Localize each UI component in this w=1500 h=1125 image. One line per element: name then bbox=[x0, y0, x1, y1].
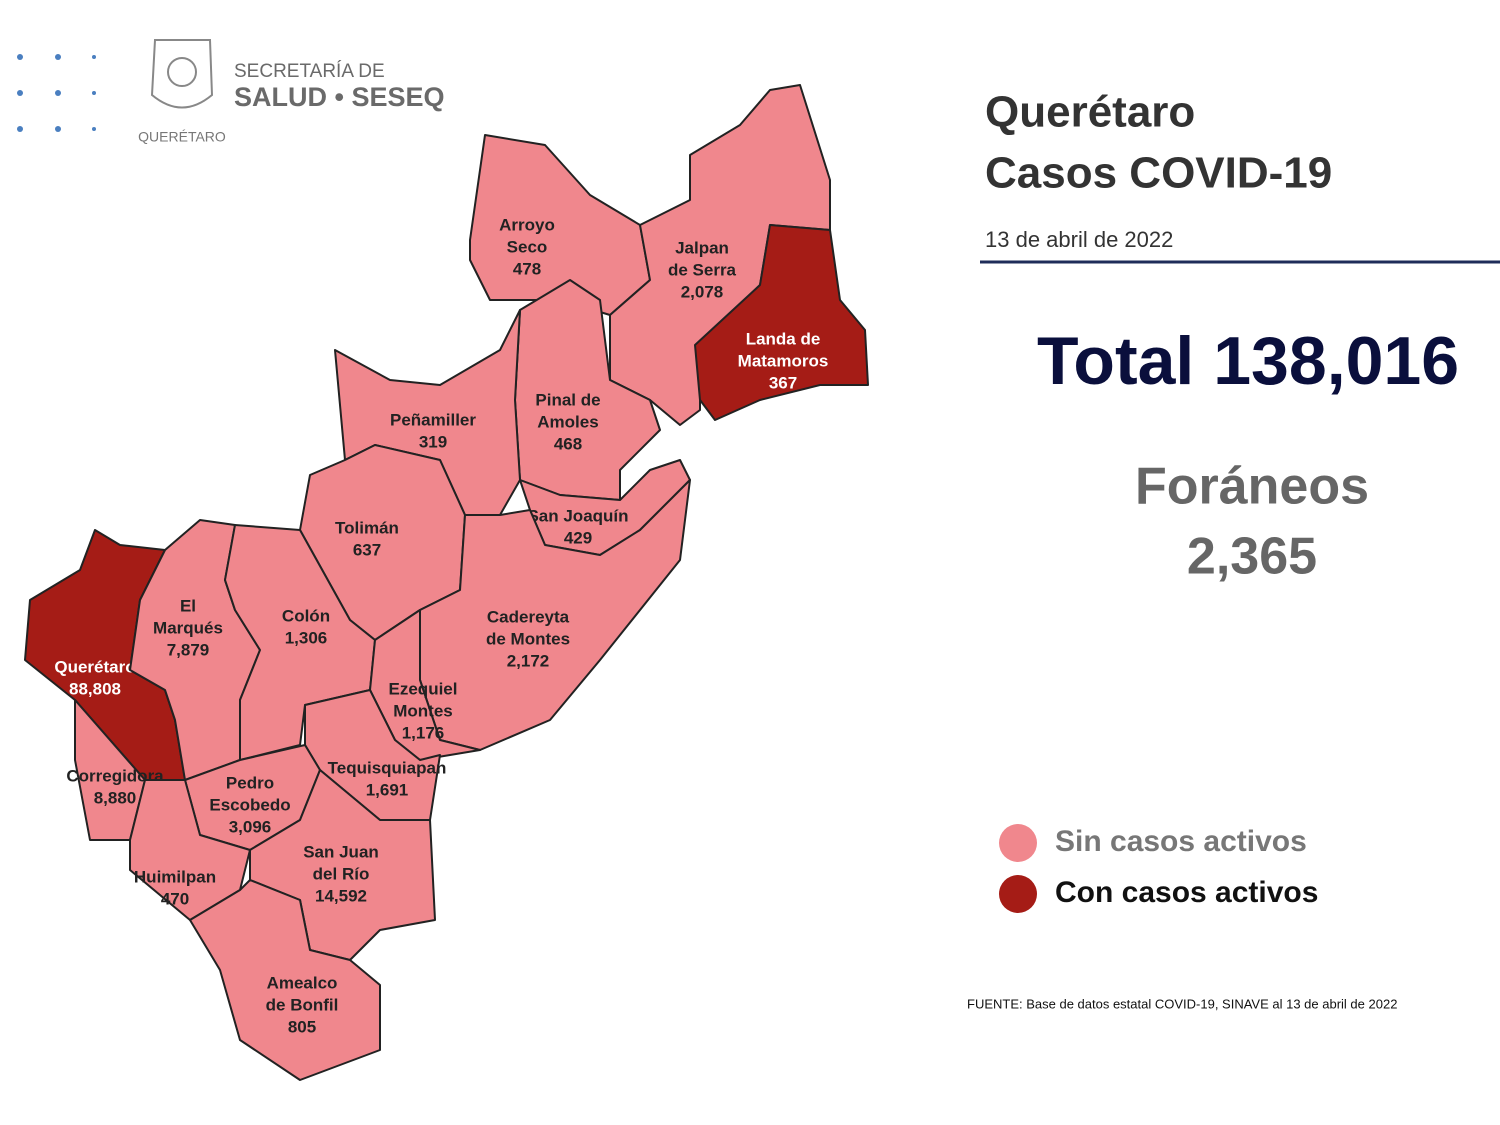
foraneos-label: Foráneos bbox=[1135, 458, 1369, 516]
municipality-name: Landa de bbox=[746, 329, 821, 348]
municipality-name: de Serra bbox=[668, 260, 737, 279]
municipality-cases: 8,880 bbox=[94, 788, 137, 807]
municipality-name: Peñamiller bbox=[390, 410, 476, 429]
municipality-name: Cadereyta bbox=[487, 607, 570, 626]
municipality-name: Huimilpan bbox=[134, 867, 216, 886]
municipality-name: Tequisquiapan bbox=[328, 758, 447, 777]
municipality: San Joaquín 429 bbox=[519, 459, 691, 556]
logo-line: SECRETARÍA DE bbox=[234, 61, 385, 82]
municipality-name: Montes bbox=[393, 701, 453, 720]
municipality-cases: 805 bbox=[288, 1017, 316, 1036]
municipality: Pedro Escobedo 3,096 bbox=[184, 744, 321, 851]
municipality-cases: 470 bbox=[161, 889, 189, 908]
municipality-area bbox=[189, 879, 381, 1081]
legend-swatch bbox=[999, 875, 1037, 913]
municipality-cases: 1,176 bbox=[402, 723, 445, 742]
municipality-area bbox=[224, 524, 376, 761]
municipality-cases: 2,172 bbox=[507, 651, 550, 670]
total-value: 138,016 bbox=[1213, 323, 1459, 399]
municipality-name: Pinal de bbox=[535, 390, 600, 409]
municipality-name: El bbox=[180, 596, 196, 615]
municipality-name: Amoles bbox=[537, 412, 598, 431]
municipality-name: Querétaro bbox=[54, 657, 135, 676]
municipality-cases: 429 bbox=[564, 528, 592, 547]
date: 13 de abril de 2022 bbox=[985, 227, 1173, 252]
municipality-name: Colón bbox=[282, 606, 330, 625]
legend-label: Con casos activos bbox=[1055, 876, 1318, 909]
municipality-cases: 2,078 bbox=[681, 282, 724, 301]
municipality-cases: 3,096 bbox=[229, 817, 272, 836]
municipality-cases: 14,592 bbox=[315, 886, 367, 905]
municipality-cases: 319 bbox=[419, 432, 447, 451]
logo-line: SALUD • SESEQ bbox=[234, 82, 445, 112]
municipality-name: Ezequiel bbox=[389, 679, 458, 698]
municipality-name: Jalpan bbox=[675, 238, 729, 257]
municipality-cases: 478 bbox=[513, 259, 541, 278]
municipality-name: San Joaquín bbox=[527, 506, 628, 525]
total: Total 138,016 bbox=[1037, 323, 1459, 399]
municipality: Jalpan de Serra 2,078 bbox=[609, 84, 831, 426]
source: FUENTE: Base de datos estatal COVID-19, … bbox=[967, 996, 1397, 1011]
logo-dots bbox=[17, 54, 96, 132]
municipality-name: Marqués bbox=[153, 618, 223, 637]
municipality: San Juan del Río 14,592 bbox=[249, 769, 436, 961]
municipality-cases: 367 bbox=[769, 373, 797, 392]
municipality: Amealco de Bonfil 805 bbox=[189, 879, 381, 1081]
municipality-name: Escobedo bbox=[209, 795, 290, 814]
total-label: Total bbox=[1037, 323, 1194, 399]
municipality-name: Tolimán bbox=[335, 518, 399, 537]
municipality-cases: 88,808 bbox=[69, 679, 121, 698]
municipality-name: Amealco bbox=[267, 973, 338, 992]
municipality-name: Corregidora bbox=[66, 766, 164, 785]
municipality: Tequisquiapan 1,691 bbox=[304, 689, 447, 821]
municipality-name: Arroyo bbox=[499, 215, 555, 234]
municipality: Ezequiel Montes 1,176 bbox=[369, 609, 481, 761]
municipality-cases: 7,879 bbox=[167, 640, 210, 659]
legend-swatch bbox=[999, 824, 1037, 862]
title: Querétaro bbox=[985, 88, 1195, 137]
municipality-name: San Juan bbox=[303, 842, 379, 861]
municipality-cases: 637 bbox=[353, 540, 381, 559]
legend-label: Sin casos activos bbox=[1055, 825, 1307, 858]
municipality: Colón 1,306 bbox=[224, 524, 376, 761]
municipality-cases: 468 bbox=[554, 434, 582, 453]
legend: Sin casos activos Con casos activos bbox=[999, 824, 1318, 913]
title: Casos COVID-19 bbox=[985, 149, 1332, 198]
municipality: Tolimán 637 bbox=[299, 444, 466, 641]
municipality-name: de Montes bbox=[486, 629, 570, 648]
municipality-name: Matamoros bbox=[738, 351, 829, 370]
municipality-cases: 1,691 bbox=[366, 780, 409, 799]
logo-seal bbox=[150, 39, 214, 109]
municipality-name: Pedro bbox=[226, 773, 274, 792]
municipality-name: de Bonfil bbox=[266, 995, 339, 1014]
municipality: Arroyo Seco 478 bbox=[469, 134, 651, 316]
municipality-area bbox=[694, 224, 869, 421]
municipality-cases: 1,306 bbox=[285, 628, 328, 647]
municipality: Landa de Matamoros 367 bbox=[694, 224, 869, 421]
foraneos-value: 2,365 bbox=[1187, 528, 1317, 586]
municipality-name: del Río bbox=[313, 864, 370, 883]
logo-seal-text: QUERÉTARO bbox=[138, 129, 226, 145]
municipality-name: Seco bbox=[507, 237, 548, 256]
municipality: Pinal de Amoles 468 bbox=[514, 279, 661, 501]
